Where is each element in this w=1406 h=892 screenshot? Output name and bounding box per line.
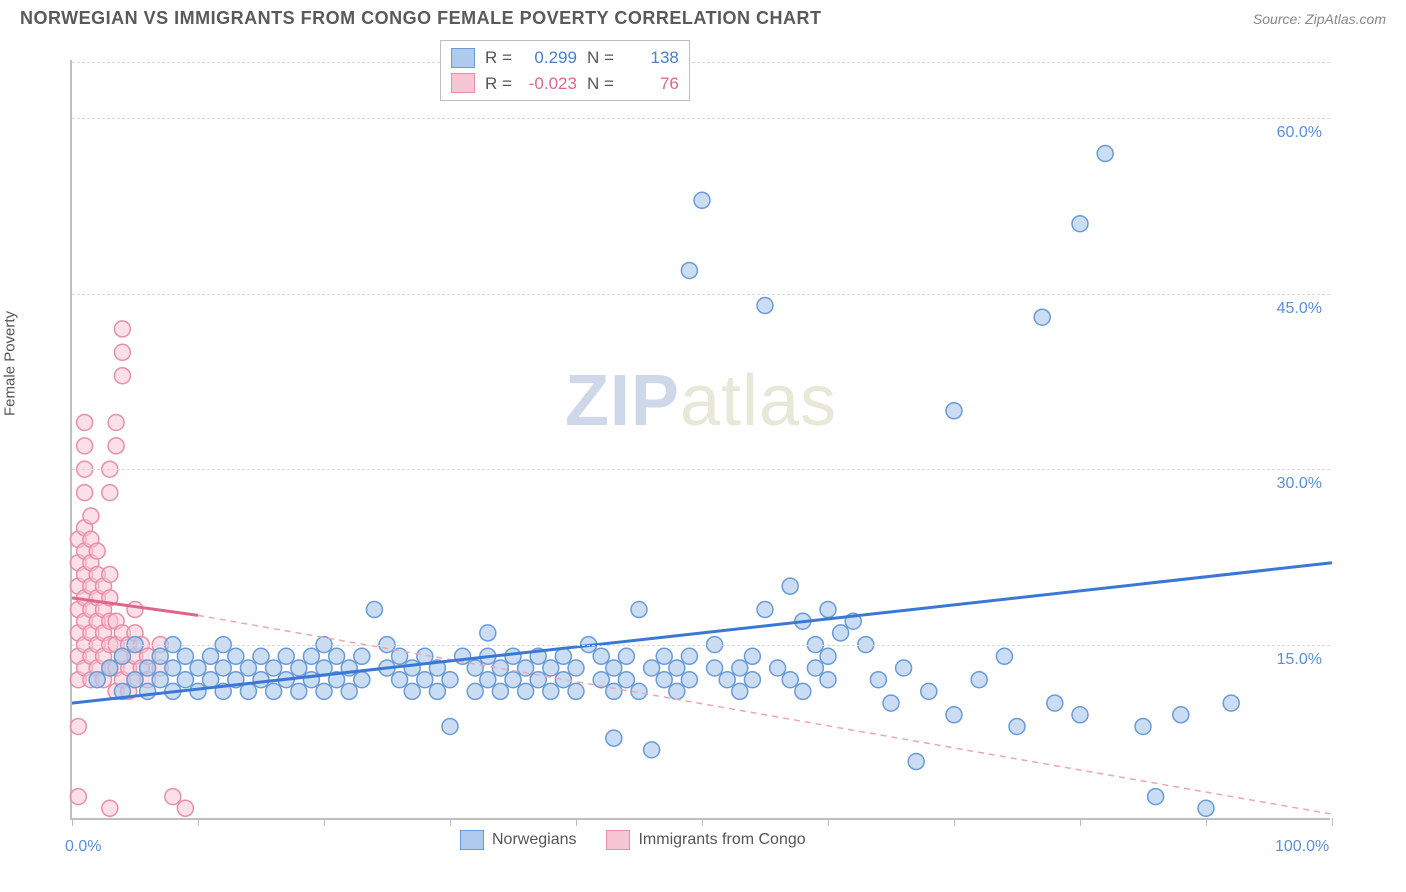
- n-value-congo: 76: [624, 71, 679, 97]
- correlation-legend: R = 0.299 N = 138 R = -0.023 N = 76: [440, 40, 690, 101]
- r-label: R =: [485, 71, 512, 97]
- chart-container: Female Poverty ZIPatlas 15.0%30.0%45.0%6…: [20, 40, 1390, 880]
- y-tick-label: 45.0%: [1277, 300, 1322, 318]
- swatch-blue: [451, 48, 475, 68]
- r-label: R =: [485, 45, 512, 71]
- n-label: N =: [587, 45, 614, 71]
- legend-label-congo: Immigrants from Congo: [638, 831, 805, 849]
- plot-area: ZIPatlas 15.0%30.0%45.0%60.0%: [70, 60, 1330, 820]
- y-tick-label: 60.0%: [1277, 124, 1322, 142]
- legend-row-congo: R = -0.023 N = 76: [451, 71, 679, 97]
- swatch-pink: [606, 830, 630, 850]
- y-tick-label: 30.0%: [1277, 475, 1322, 493]
- x-max-label: 100.0%: [1275, 838, 1329, 856]
- y-tick-label: 15.0%: [1277, 651, 1322, 669]
- swatch-pink: [451, 73, 475, 93]
- source-attribution: Source: ZipAtlas.com: [1253, 11, 1386, 27]
- legend-item-norwegians: Norwegians: [460, 830, 576, 850]
- r-value-congo: -0.023: [522, 71, 577, 97]
- n-value-norwegians: 138: [624, 45, 679, 71]
- x-min-label: 0.0%: [65, 838, 101, 856]
- legend-item-congo: Immigrants from Congo: [606, 830, 805, 850]
- legend-row-norwegians: R = 0.299 N = 138: [451, 45, 679, 71]
- n-label: N =: [587, 71, 614, 97]
- r-value-norwegians: 0.299: [522, 45, 577, 71]
- legend-label-norwegians: Norwegians: [492, 831, 576, 849]
- y-axis-label: Female Poverty: [2, 311, 19, 416]
- swatch-blue: [460, 830, 484, 850]
- scatter-svg: [72, 60, 1330, 818]
- chart-title: NORWEGIAN VS IMMIGRANTS FROM CONGO FEMAL…: [20, 8, 822, 29]
- series-legend: Norwegians Immigrants from Congo: [460, 830, 806, 850]
